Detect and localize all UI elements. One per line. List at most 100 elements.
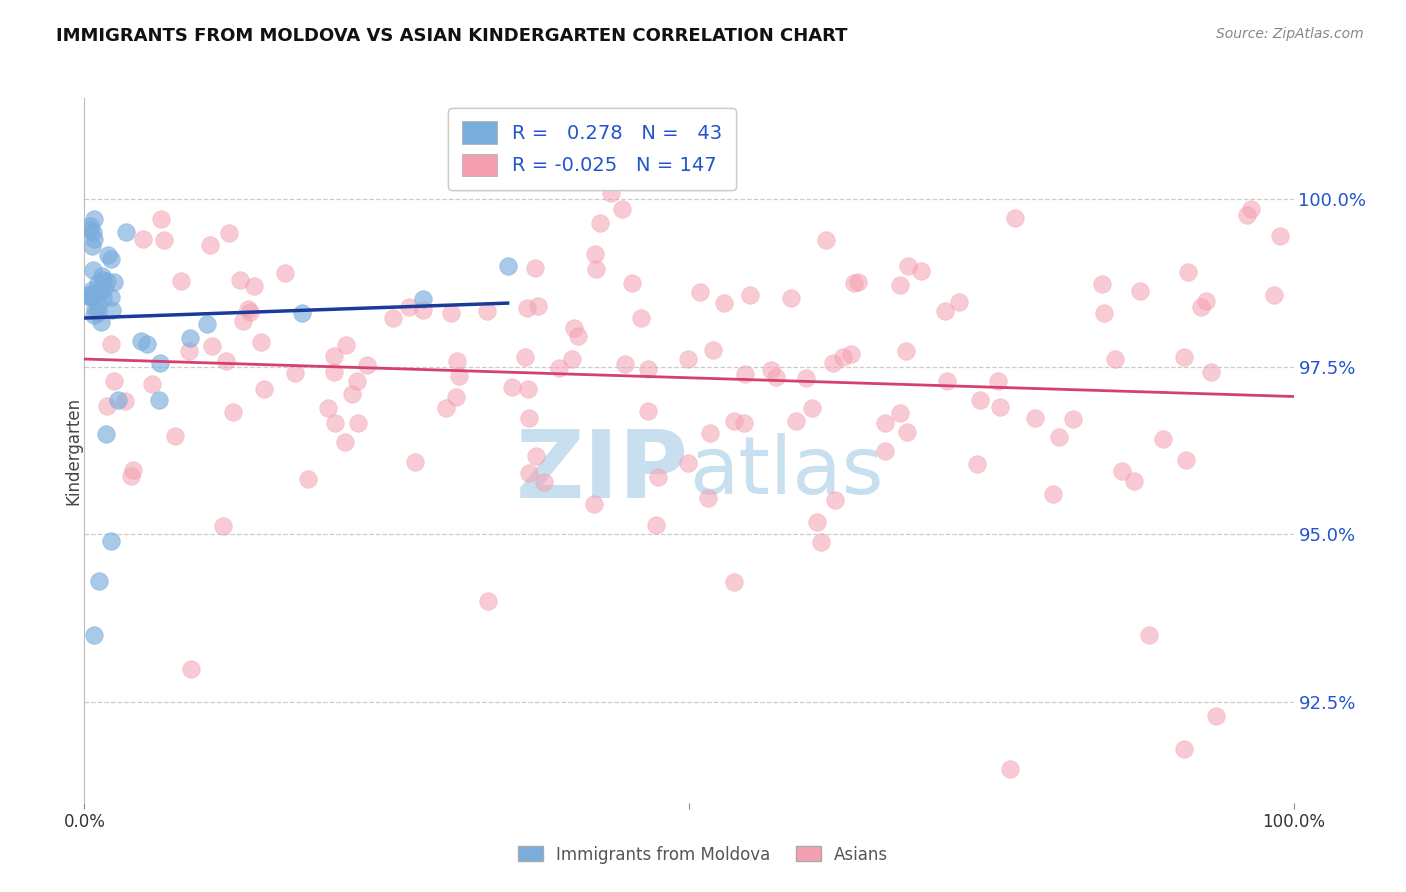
Point xyxy=(180,662,202,676)
Point xyxy=(1173,742,1195,756)
Point xyxy=(875,444,897,458)
Point xyxy=(91,273,114,287)
Point xyxy=(97,248,120,262)
Point xyxy=(404,455,426,469)
Point xyxy=(1175,453,1198,467)
Point xyxy=(80,291,103,305)
Point xyxy=(200,238,222,252)
Point xyxy=(100,534,122,549)
Point xyxy=(398,300,420,314)
Point xyxy=(79,290,101,304)
Point xyxy=(637,362,659,376)
Point xyxy=(1047,430,1070,444)
Point xyxy=(446,353,468,368)
Point xyxy=(101,302,124,317)
Legend: R =   0.278   N =   43, R = -0.025   N = 147: R = 0.278 N = 43, R = -0.025 N = 147 xyxy=(449,108,737,190)
Point xyxy=(516,301,538,315)
Point xyxy=(806,515,828,529)
Point xyxy=(79,223,101,237)
Point xyxy=(523,260,546,275)
Point xyxy=(90,315,112,329)
Point xyxy=(844,276,866,290)
Point xyxy=(723,574,745,589)
Point xyxy=(1189,300,1212,314)
Point xyxy=(447,369,470,384)
Point xyxy=(613,357,636,371)
Point xyxy=(1104,352,1126,367)
Point xyxy=(583,497,606,511)
Point xyxy=(839,347,862,361)
Point xyxy=(637,404,659,418)
Point xyxy=(846,275,869,289)
Point xyxy=(86,300,108,314)
Point xyxy=(645,517,668,532)
Point xyxy=(80,283,103,297)
Point xyxy=(699,426,721,441)
Point xyxy=(218,226,240,240)
Point xyxy=(519,411,541,425)
Point xyxy=(87,574,110,589)
Point xyxy=(733,416,755,430)
Point xyxy=(179,330,201,344)
Point xyxy=(274,266,297,280)
Point xyxy=(567,329,589,343)
Point xyxy=(1177,265,1199,279)
Point xyxy=(83,286,105,301)
Point xyxy=(284,366,307,380)
Point xyxy=(738,288,761,302)
Point xyxy=(100,252,122,267)
Point xyxy=(1062,412,1084,426)
Point xyxy=(562,321,585,335)
Point xyxy=(201,339,224,353)
Point xyxy=(676,456,699,470)
Point xyxy=(335,338,357,352)
Point xyxy=(322,365,344,379)
Point xyxy=(585,262,607,277)
Point xyxy=(129,334,152,349)
Point xyxy=(297,472,319,486)
Point xyxy=(823,355,845,369)
Point xyxy=(527,299,550,313)
Point xyxy=(759,363,782,377)
Point xyxy=(1042,487,1064,501)
Point xyxy=(832,350,855,364)
Point xyxy=(79,219,101,234)
Point xyxy=(83,628,105,642)
Point xyxy=(533,475,555,490)
Point xyxy=(477,303,499,318)
Point xyxy=(316,401,339,416)
Point xyxy=(583,247,606,261)
Point xyxy=(103,276,125,290)
Point xyxy=(1024,411,1046,425)
Point xyxy=(1236,208,1258,222)
Point xyxy=(434,401,457,415)
Point xyxy=(346,417,368,431)
Text: IMMIGRANTS FROM MOLDOVA VS ASIAN KINDERGARTEN CORRELATION CHART: IMMIGRANTS FROM MOLDOVA VS ASIAN KINDERG… xyxy=(56,27,848,45)
Point xyxy=(896,425,918,440)
Point xyxy=(238,305,260,319)
Point xyxy=(83,212,105,227)
Point xyxy=(513,350,536,364)
Point xyxy=(179,343,201,358)
Point xyxy=(1123,474,1146,488)
Point xyxy=(794,371,817,385)
Point xyxy=(948,294,970,309)
Point xyxy=(1092,306,1115,320)
Point xyxy=(412,293,434,307)
Point xyxy=(526,449,548,463)
Point xyxy=(115,225,138,239)
Point xyxy=(1205,708,1227,723)
Point xyxy=(689,285,711,300)
Point xyxy=(780,291,803,305)
Legend: Immigrants from Moldova, Asians: Immigrants from Moldova, Asians xyxy=(512,839,894,871)
Point xyxy=(723,414,745,428)
Point xyxy=(517,466,540,480)
Point xyxy=(990,401,1012,415)
Point xyxy=(148,393,170,408)
Point xyxy=(1152,432,1174,446)
Point xyxy=(141,376,163,391)
Point xyxy=(1268,228,1291,243)
Point xyxy=(340,386,363,401)
Point xyxy=(561,351,583,366)
Point xyxy=(765,370,787,384)
